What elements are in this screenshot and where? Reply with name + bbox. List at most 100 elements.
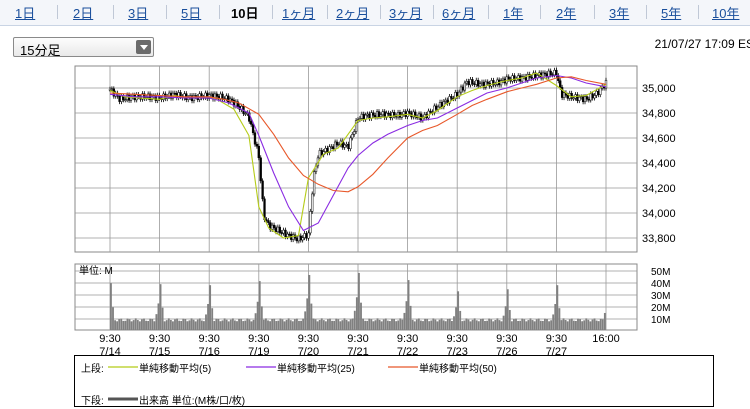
volume-bar (508, 310, 511, 330)
candle-body (286, 233, 289, 238)
candle-body (354, 120, 358, 132)
volume-bar (494, 320, 497, 330)
tab-2y[interactable]: 2年 (556, 6, 577, 21)
x-tick-time: 9:30 (397, 333, 418, 345)
candle-body (530, 77, 533, 79)
volume-unit-label: 単位: M (79, 264, 113, 277)
volume-bar (376, 318, 379, 330)
volume-bar (583, 320, 586, 330)
volume-bar (535, 319, 538, 330)
candle-body (120, 95, 123, 102)
candle-body (353, 131, 356, 135)
tab-1m[interactable]: 1ヶ月 (282, 6, 316, 21)
candle-body (370, 112, 373, 119)
volume-bar (473, 318, 476, 330)
candle-body (440, 102, 444, 108)
tab-1y[interactable]: 1年 (503, 6, 524, 21)
volume-bar (490, 319, 493, 330)
volume-bar (136, 320, 139, 330)
legend-box: 上段: 単純移動平均(5) 単純移動平均(25) 単純移動平均(50) 下段: … (74, 355, 714, 407)
volume-bar (397, 320, 400, 330)
tab-5y[interactable]: 5年 (661, 6, 682, 21)
tab-3y[interactable]: 3年 (609, 6, 630, 21)
tab-separator (113, 5, 114, 19)
volume-bar (477, 321, 480, 330)
volume-bar (374, 320, 377, 330)
price-y-tick-label: 34,800 (642, 108, 676, 120)
volume-bar (436, 321, 439, 330)
candle-body (486, 81, 489, 84)
volume-bar (223, 318, 226, 330)
volume-bar (562, 318, 565, 330)
tab-1d[interactable]: 1日 (15, 6, 36, 21)
period-tabs: 1日 2日 3日 5日 10日 1ヶ月 2ヶ月 3ヶ月 6ヶ月 1年 2年 3年… (0, 0, 750, 26)
candle-body (150, 95, 154, 100)
volume-bar (428, 321, 431, 330)
volume-bar (327, 319, 329, 330)
candle-body (280, 232, 283, 234)
volume-bar (318, 319, 321, 330)
volume-bar (541, 320, 544, 330)
tab-5d[interactable]: 5日 (181, 6, 202, 21)
volume-bar (308, 274, 311, 330)
volume-y-tick-label: 10M (651, 315, 670, 326)
volume-bar (486, 320, 488, 330)
candle-body (463, 82, 466, 91)
volume-bar (227, 321, 230, 330)
candle-body (284, 229, 287, 238)
candle-body (408, 110, 411, 114)
volume-bar (546, 319, 548, 330)
tab-separator (594, 5, 595, 19)
chevron-down-icon[interactable] (136, 40, 151, 54)
candle-body (484, 81, 487, 88)
candle-body (471, 79, 474, 84)
volume-bar (242, 321, 245, 330)
volume-bar (527, 320, 530, 330)
tab-3d[interactable]: 3日 (128, 6, 149, 21)
candle-body (511, 75, 514, 82)
tab-3m[interactable]: 3ヶ月 (389, 6, 423, 21)
volume-bar (219, 321, 222, 330)
candle-body (118, 95, 121, 102)
ma25-line (109, 74, 607, 232)
candle-body (549, 70, 552, 76)
candle-body (372, 112, 375, 116)
volume-bar (424, 318, 426, 330)
volume-bar (510, 321, 513, 330)
volume-bar (167, 318, 170, 330)
candle-body (225, 95, 228, 100)
tab-10d[interactable]: 10日 (231, 6, 259, 21)
volume-bar (432, 318, 435, 330)
price-y-tick-label: 34,400 (642, 158, 676, 170)
volume-bar (405, 301, 408, 330)
candle-body (585, 96, 589, 100)
candle-body (593, 95, 596, 99)
volume-bar (442, 320, 445, 330)
volume-bar (252, 319, 255, 330)
volume-bar (211, 308, 214, 330)
volume-bar (521, 318, 524, 330)
legend-ma25-swatch (246, 366, 276, 368)
volume-bar (368, 318, 371, 330)
volume-bar (453, 316, 455, 330)
candle-body (444, 99, 447, 102)
volume-bar (215, 318, 218, 330)
tab-2m[interactable]: 2ヶ月 (336, 6, 370, 21)
candle-body (400, 114, 404, 118)
candle-body (328, 146, 331, 153)
tab-10y[interactable]: 10年 (712, 6, 740, 21)
candle-body (311, 193, 314, 212)
tab-2d[interactable]: 2日 (73, 6, 94, 21)
candle-body (374, 115, 377, 118)
candle-body (396, 112, 400, 118)
tab-6m[interactable]: 6ヶ月 (442, 6, 476, 21)
interval-select[interactable]: 15分足 (13, 37, 154, 58)
volume-bar (417, 318, 420, 330)
price-y-tick-label: 34,000 (642, 208, 676, 220)
candle-body (276, 226, 280, 232)
volume-bar (347, 321, 350, 330)
volume-bar (341, 320, 344, 330)
volume-bar (110, 283, 112, 330)
candle-body (318, 150, 321, 159)
